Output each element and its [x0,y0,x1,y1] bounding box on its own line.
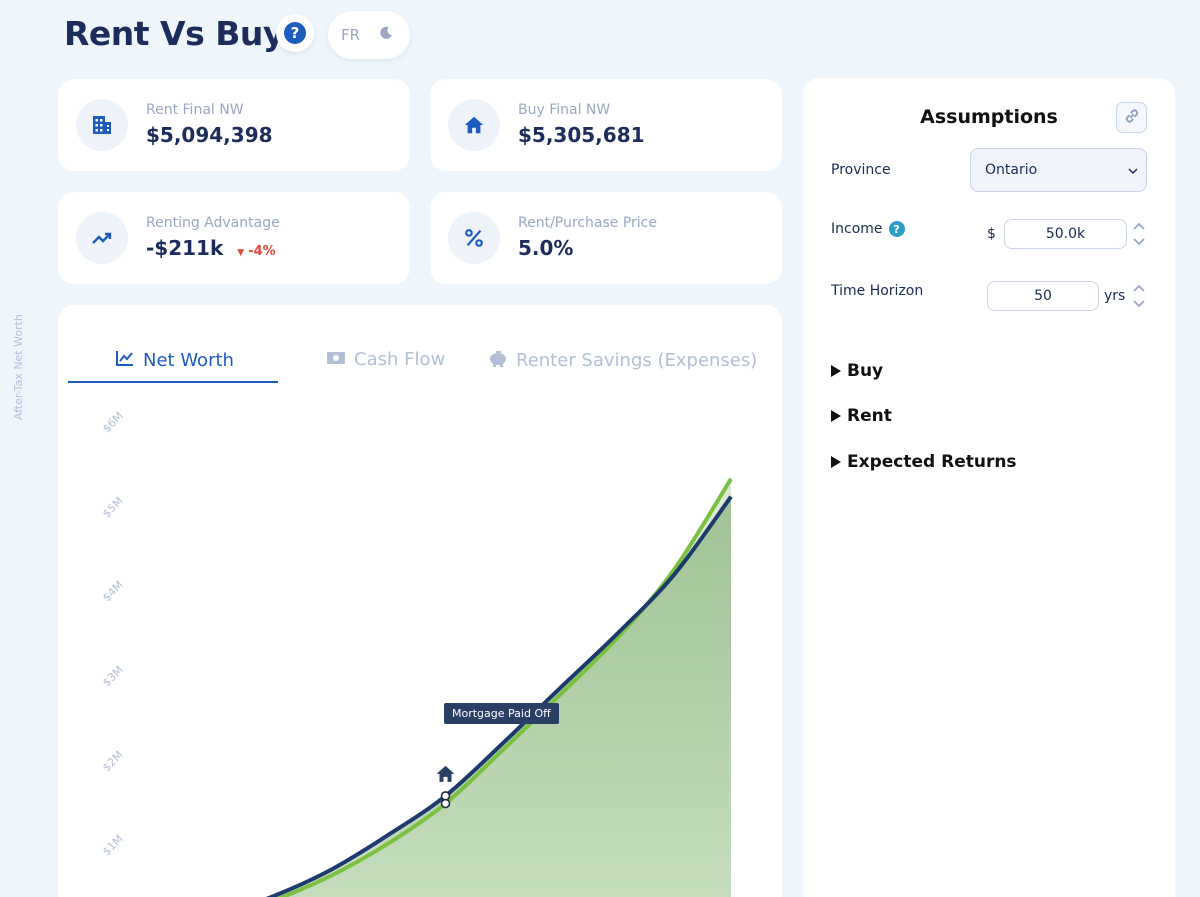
renting-advantage-value: -$211k ▼ -4% [146,236,276,260]
time-horizon-label: Time Horizon [831,283,923,299]
settings-pill: FR [328,11,410,59]
building-icon [76,99,128,151]
home-icon [448,99,500,151]
rent-purchase-label: Rent/Purchase Price [518,215,657,231]
tab-net-worth-label: Net Worth [143,350,234,371]
line-chart-icon [115,349,135,372]
delta-value: -4% [248,244,276,259]
piggy-bank-icon [488,349,508,372]
expand-triangle-icon [831,410,841,422]
info-icon[interactable]: ? [888,221,905,237]
buy-final-label: Buy Final NW [518,102,611,118]
renting-advantage-label: Renting Advantage [146,215,280,231]
income-prefix: $ [987,226,996,242]
link-icon [1122,106,1142,130]
page-title: Rent Vs Buy [64,14,284,53]
income-input[interactable]: 50.0k [1004,219,1127,249]
tab-cash-flow[interactable]: Cash Flow [326,349,445,370]
money-icon [326,349,346,370]
renting-advantage-card: Renting Advantage -$211k ▼ -4% [58,192,410,284]
time-horizon-stepper[interactable] [1132,281,1146,311]
section-rent[interactable]: Rent [831,406,892,426]
tab-renter-savings-label: Renter Savings (Expenses) [516,350,758,371]
rent-final-card: Rent Final NW $5,094,398 [58,79,410,171]
help-button[interactable]: ? [276,14,314,52]
time-horizon-value: 50 [1034,288,1052,304]
income-stepper[interactable] [1132,219,1146,249]
province-label: Province [831,162,891,178]
moon-icon[interactable] [378,25,394,45]
income-label: Income ? [831,221,905,237]
expand-triangle-icon [831,456,841,468]
province-label-text: Province [831,162,891,178]
chart-tabs: Net Worth Cash Flow Renter Savings (Expe… [68,345,768,383]
time-horizon-unit: yrs [1104,288,1126,304]
caret-down-icon: ▼ [237,248,245,258]
buy-final-card: Buy Final NW $5,305,681 [430,79,782,171]
section-buy[interactable]: Buy [831,361,883,381]
question-circle-icon: ? [284,22,306,44]
tab-renter-savings[interactable]: Renter Savings (Expenses) [488,349,757,372]
buy-final-value: $5,305,681 [518,123,645,147]
assumptions-panel: Assumptions Province Ontario Income ? $ … [803,78,1175,897]
section-expected-returns-label: Expected Returns [847,452,1017,472]
annotation-label: Mortgage Paid Off [452,707,551,720]
chart-card: Net Worth Cash Flow Renter Savings (Expe… [58,305,782,897]
chevron-down-icon [1128,164,1138,180]
tab-cash-flow-label: Cash Flow [354,349,446,370]
rent-final-label: Rent Final NW [146,102,244,118]
rent-purchase-card: Rent/Purchase Price 5.0% [430,192,782,284]
mortgage-annotation: Mortgage Paid Off [444,703,559,724]
expand-triangle-icon [831,365,841,377]
section-expected-returns[interactable]: Expected Returns [831,452,1017,472]
income-value: 50.0k [1045,226,1086,242]
section-buy-label: Buy [847,361,884,381]
tab-net-worth[interactable]: Net Worth [115,349,234,372]
assumptions-title: Assumptions [920,106,1058,128]
time-horizon-label-text: Time Horizon [831,283,924,299]
province-select[interactable]: Ontario [970,148,1147,192]
income-label-text: Income [831,221,883,237]
share-link-button[interactable] [1116,102,1147,133]
y-axis-label: After-Tax Net Worth [12,314,25,420]
time-horizon-input[interactable]: 50 [987,281,1099,311]
language-toggle[interactable]: FR [341,26,361,44]
province-value: Ontario [985,162,1038,178]
active-tab-indicator [68,381,278,383]
rent-final-value: $5,094,398 [146,123,273,147]
trending-up-icon [76,212,128,264]
renting-advantage-delta: ▼ -4% [237,244,275,259]
section-rent-label: Rent [847,406,892,426]
rent-purchase-value: 5.0% [518,236,574,260]
percent-icon [448,212,500,264]
renting-advantage-amount: -$211k [146,236,224,260]
